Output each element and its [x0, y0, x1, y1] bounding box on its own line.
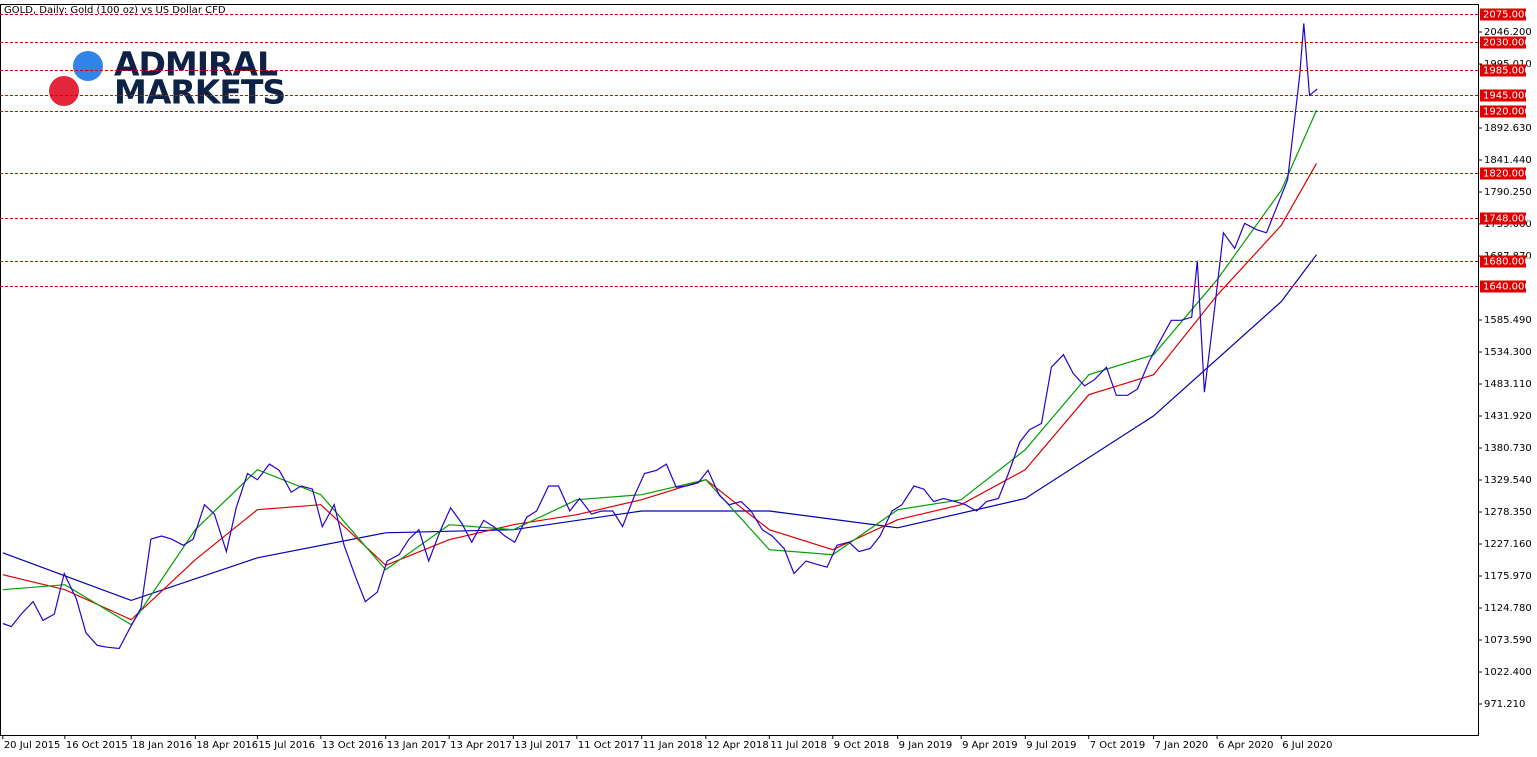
level-label: 1985.000: [1483, 66, 1531, 77]
chart-title: GOLD, Daily: Gold (100 oz) vs US Dollar …: [4, 5, 226, 16]
level-tag: [1480, 89, 1526, 102]
y-tick-label: 971.210: [1484, 699, 1525, 710]
level-label: 1920.000: [1483, 107, 1531, 118]
level-tag: [1480, 212, 1526, 225]
level-tag: [1480, 280, 1526, 293]
y-tick-label: 1892.630: [1484, 123, 1532, 134]
x-tick-label: 9 Oct 2018: [834, 740, 889, 751]
x-tick-label: 13 Apr 2017: [450, 740, 512, 751]
y-tick-label: 1278.350: [1484, 507, 1532, 518]
x-tick-label: 13 Jul 2017: [514, 740, 571, 751]
level-label: 1820.000: [1483, 169, 1531, 180]
level-label: 2075.000: [1483, 10, 1531, 21]
level-tag: [1480, 36, 1526, 49]
x-tick-label: 12 Apr 2018: [707, 740, 769, 751]
x-tick-label: 13 Jan 2017: [387, 740, 447, 751]
series-line: [2, 254, 1317, 602]
y-tick-label: 1175.970: [1484, 571, 1532, 582]
y-tick-label: 1073.590: [1484, 635, 1532, 646]
x-tick-label: 7 Oct 2019: [1090, 740, 1145, 751]
y-tick-label: 1585.490: [1484, 315, 1532, 326]
x-tick-label: 9 Apr 2019: [962, 740, 1017, 751]
y-tick-label: 1534.300: [1484, 347, 1532, 358]
y-tick-label: 1483.110: [1484, 379, 1532, 390]
x-tick-label: 18 Jan 2016: [132, 740, 192, 751]
x-tick-label: 9 Jul 2019: [1026, 740, 1076, 751]
y-tick-label: 1380.730: [1484, 443, 1532, 454]
level-label: 1640.000: [1483, 282, 1531, 293]
logo-dot: [49, 76, 79, 106]
y-tick-label: 1329.540: [1484, 475, 1532, 486]
level-label: 1945.000: [1483, 91, 1531, 102]
y-tick-label: 1739.060: [1484, 219, 1532, 230]
y-tick-label: 1124.780: [1484, 603, 1532, 614]
x-tick-label: 13 Oct 2016: [322, 740, 384, 751]
y-tick-label: 1431.920: [1484, 411, 1532, 422]
series-line: [2, 110, 1318, 626]
logo-text: ADMIRAL: [114, 45, 278, 84]
series-line: [2, 23, 1318, 650]
level-tag: [1480, 64, 1526, 77]
y-tick-label: 2046.200: [1484, 27, 1532, 38]
level-label: 2030.000: [1483, 38, 1531, 49]
level-tag: [1480, 105, 1526, 118]
x-tick-label: 6 Jul 2020: [1282, 740, 1332, 751]
x-tick-label: 11 Jul 2018: [770, 740, 827, 751]
x-tick-label: 6 Apr 2020: [1218, 740, 1273, 751]
level-tag: [1480, 8, 1526, 21]
x-tick-label: 7 Jan 2020: [1155, 740, 1209, 751]
x-tick-label: 18 Apr 2016: [196, 740, 258, 751]
y-tick-label: 1841.440: [1484, 155, 1532, 166]
x-tick-label: 16 Oct 2015: [66, 740, 128, 751]
x-tick-label: 11 Oct 2017: [578, 740, 640, 751]
logo-text: MARKETS: [114, 73, 285, 112]
series-line: [2, 163, 1318, 621]
level-label: 1680.000: [1483, 257, 1531, 268]
level-tag: [1480, 255, 1526, 268]
x-tick-label: 9 Jan 2019: [899, 740, 953, 751]
x-tick-label: 11 Jan 2018: [643, 740, 703, 751]
x-tick-label: 15 Jul 2016: [258, 740, 315, 751]
logo-dot: [73, 51, 103, 81]
y-tick-label: 1227.160: [1484, 539, 1532, 550]
level-label: 1748.000: [1483, 214, 1531, 225]
y-tick-label: 1022.400: [1484, 667, 1532, 678]
level-tag: [1480, 167, 1526, 180]
y-tick-label: 1790.250: [1484, 187, 1532, 198]
x-tick-label: 20 Jul 2015: [4, 740, 61, 751]
plot-frame: [0, 4, 1479, 736]
